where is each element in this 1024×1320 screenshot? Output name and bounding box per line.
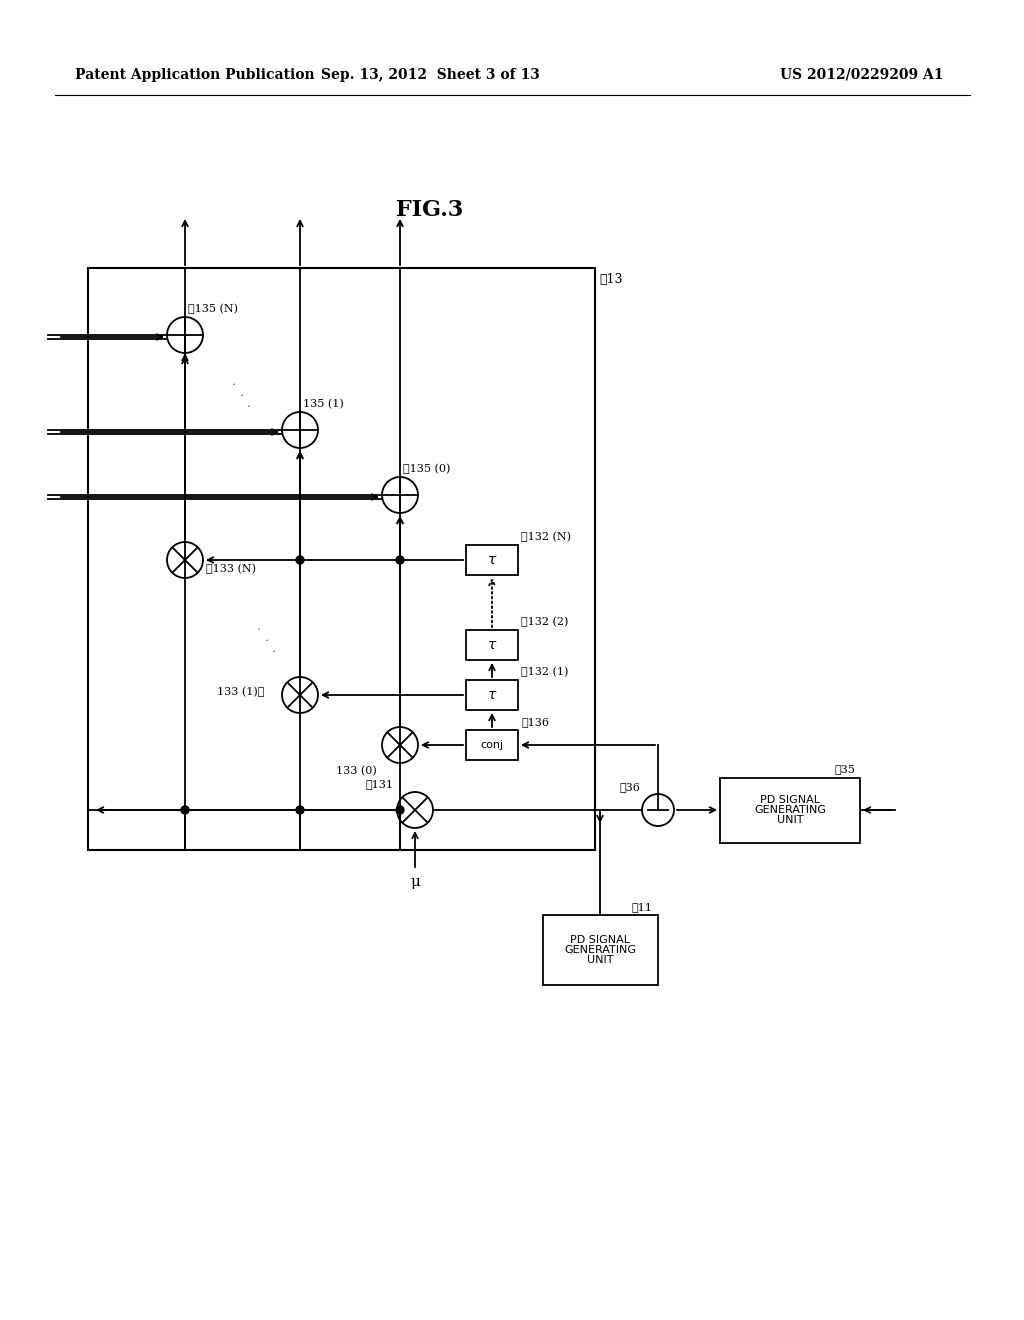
Circle shape xyxy=(296,556,304,564)
Bar xyxy=(543,915,657,985)
Text: .
.
.: . . . xyxy=(252,620,278,655)
Text: ⌜131: ⌜131 xyxy=(366,779,394,789)
Text: GENERATING: GENERATING xyxy=(564,945,636,954)
Text: 133 (1)⌟: 133 (1)⌟ xyxy=(217,686,264,697)
Text: ⌜132 (2): ⌜132 (2) xyxy=(521,616,568,627)
Text: μ: μ xyxy=(410,875,420,888)
Text: ⌜136: ⌜136 xyxy=(521,717,549,727)
Text: conj: conj xyxy=(480,741,504,750)
Text: Patent Application Publication: Patent Application Publication xyxy=(75,69,314,82)
Text: Sep. 13, 2012  Sheet 3 of 13: Sep. 13, 2012 Sheet 3 of 13 xyxy=(321,69,540,82)
Bar xyxy=(466,730,518,760)
Text: ⌜35: ⌜35 xyxy=(835,764,855,775)
Text: .
.
.: . . . xyxy=(227,375,253,409)
Text: UNIT: UNIT xyxy=(777,814,803,825)
Text: 135 (1): 135 (1) xyxy=(303,399,344,409)
Bar xyxy=(466,545,518,576)
Text: 133 (0): 133 (0) xyxy=(336,766,377,776)
Bar xyxy=(88,268,595,850)
Circle shape xyxy=(396,556,404,564)
Text: ⌜13: ⌜13 xyxy=(599,273,623,286)
Text: τ: τ xyxy=(487,638,497,652)
Text: τ: τ xyxy=(487,553,497,568)
Bar xyxy=(720,777,860,842)
Text: GENERATING: GENERATING xyxy=(754,805,826,814)
Text: ⌜11: ⌜11 xyxy=(632,902,652,912)
Text: US 2012/0229209 A1: US 2012/0229209 A1 xyxy=(780,69,943,82)
Text: PD SIGNAL: PD SIGNAL xyxy=(760,795,820,805)
Text: PD SIGNAL: PD SIGNAL xyxy=(570,935,630,945)
Text: ⌜132 (1): ⌜132 (1) xyxy=(521,667,568,677)
Circle shape xyxy=(181,807,189,814)
Circle shape xyxy=(296,807,304,814)
Text: ⌜36: ⌜36 xyxy=(620,781,640,792)
Bar xyxy=(466,630,518,660)
Text: FIG.3: FIG.3 xyxy=(396,199,464,220)
Text: ⌜132 (N): ⌜132 (N) xyxy=(521,532,571,543)
Circle shape xyxy=(396,807,404,814)
Text: ⌜133 (N): ⌜133 (N) xyxy=(206,564,256,574)
Text: ⌜135 (N): ⌜135 (N) xyxy=(188,304,238,314)
Text: τ: τ xyxy=(487,688,497,702)
Bar xyxy=(466,680,518,710)
Text: ⌜135 (0): ⌜135 (0) xyxy=(403,463,451,474)
Text: UNIT: UNIT xyxy=(587,954,613,965)
